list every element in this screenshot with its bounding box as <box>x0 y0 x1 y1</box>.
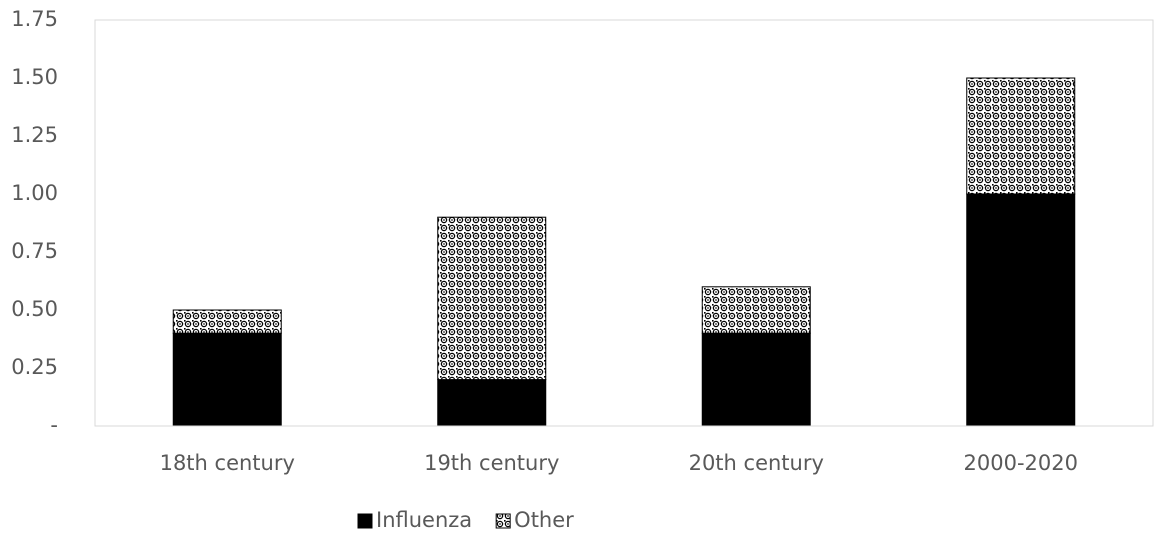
bar-segment <box>437 379 547 427</box>
legend-swatch <box>495 513 511 529</box>
y-tick-label: 1.75 <box>11 7 58 31</box>
y-tick-label: 1.25 <box>11 123 58 147</box>
bar-segment <box>966 193 1076 427</box>
legend-swatch <box>357 513 373 529</box>
y-tick-label: 0.25 <box>11 355 58 379</box>
bar-segment <box>437 216 547 381</box>
bar-segment <box>172 309 282 334</box>
x-tick-label: 2000-2020 <box>964 451 1078 475</box>
y-tick-label: 1.00 <box>11 181 58 205</box>
bar-segment <box>701 332 811 427</box>
y-tick-label: 0.50 <box>11 297 58 321</box>
legend-label: Other <box>514 508 574 532</box>
y-tick-label: 1.50 <box>11 65 58 89</box>
legend-label: Influenza <box>376 508 472 532</box>
x-tick-label: 18th century <box>160 451 295 475</box>
bar-segment <box>172 332 282 427</box>
y-tick-label: - <box>50 413 58 437</box>
x-tick-label: 20th century <box>689 451 824 475</box>
bar-segment <box>701 286 811 334</box>
y-tick-label: 0.75 <box>11 239 58 263</box>
bar-segment <box>966 77 1076 195</box>
x-tick-label: 19th century <box>424 451 559 475</box>
